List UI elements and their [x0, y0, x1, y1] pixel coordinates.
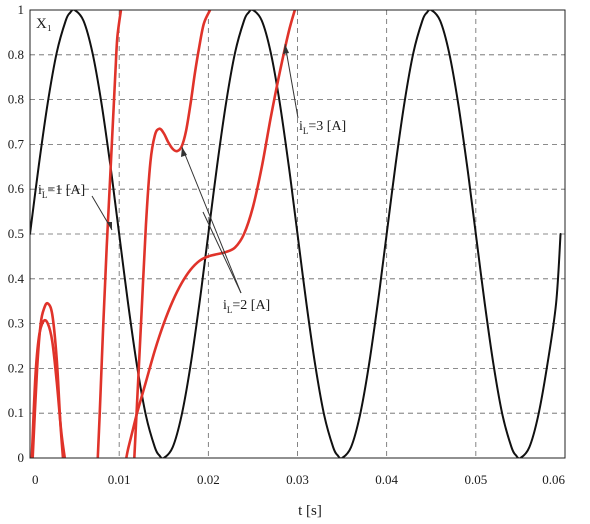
- annotation-2A-leader-b: [202, 211, 242, 294]
- annotation-2A-label: iL=2 [A]: [223, 298, 270, 315]
- x-tick-label: 0.01: [108, 472, 131, 487]
- y-tick-label: 0: [18, 450, 25, 465]
- series-layer: [30, 10, 562, 458]
- y-tick-label: 0.1: [8, 405, 24, 420]
- annotation-1A-arrowhead: [107, 222, 112, 230]
- y-tick-label: 0.7: [8, 136, 25, 151]
- x-tick-label: 0.06: [542, 472, 565, 487]
- y-tick-label: 0.2: [8, 360, 24, 375]
- y-tick-label: 0.3: [8, 316, 24, 331]
- grid-layer: [30, 10, 565, 458]
- x-tick-label: 0.03: [286, 472, 309, 487]
- y-tick-label: 0.8: [8, 92, 24, 107]
- series-line-5: [125, 10, 297, 458]
- y-tick-label: 0.4: [8, 271, 25, 286]
- annotation-layer: iL=1 [A] iL=2 [A] iL=3 [A]: [38, 43, 346, 315]
- x-tick-label: 0.05: [464, 472, 487, 487]
- tick-layer: 0 0.1 0.2 0.3 0.4 0.5 0.6 0.7 0.8 0.8 1 0 0.01 0.02 0.…: [8, 2, 566, 487]
- annotation-2A-leader-a: [181, 146, 242, 294]
- annotation-2A-arrowhead: [181, 147, 187, 157]
- x-tick-label: 0: [32, 472, 39, 487]
- y-tick-label: 0.5: [8, 226, 24, 241]
- y-axis-label: X₁: [36, 16, 52, 32]
- y-tick-label: 1: [18, 2, 25, 17]
- series-line-3: [96, 10, 123, 458]
- annotation-3A: iL=3 [A]: [283, 43, 346, 136]
- x-axis-label: t [s]: [298, 503, 322, 519]
- annotation-1A-label: iL=1 [A]: [38, 183, 85, 200]
- plot-area-frame: [29, 9, 566, 459]
- annotation-3A-leader: [284, 43, 299, 119]
- x-tick-label: 0.04: [375, 472, 398, 487]
- y-tick-label: 0.6: [8, 181, 25, 196]
- annotation-3A-label: iL=3 [A]: [299, 119, 346, 136]
- annotation-1A: iL=1 [A]: [38, 183, 113, 231]
- y-tick-label: 0.8: [8, 47, 24, 62]
- series-line-4: [133, 10, 212, 458]
- x-tick-label: 0.02: [197, 472, 220, 487]
- annotation-3A-arrowhead: [283, 44, 289, 54]
- annotation-2A: iL=2 [A]: [181, 146, 270, 315]
- series-line-2: [30, 318, 67, 458]
- series-line-0: [30, 10, 562, 458]
